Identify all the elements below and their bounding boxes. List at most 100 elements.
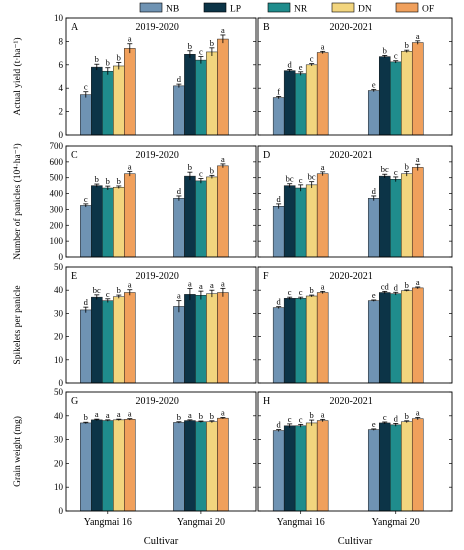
- y-axis-title-row-2: Number of panicles (10⁴·ha⁻¹): [12, 143, 23, 259]
- legend-swatch-lp: [203, 2, 227, 13]
- legend-label-nb: NB: [166, 5, 179, 15]
- legend-swatch-dn: [331, 2, 355, 13]
- bar-e-1-of: [124, 292, 136, 384]
- significance-letter: e: [372, 419, 376, 429]
- significance-letter: b: [117, 176, 121, 186]
- significance-letter: c: [199, 47, 203, 57]
- bar-h-1-nb: [272, 430, 285, 512]
- legend-label-nr: NR: [294, 5, 308, 15]
- bar-a-2-nr: [195, 59, 207, 136]
- bar-c-2-of: [217, 165, 229, 258]
- significance-letter: a: [221, 25, 225, 35]
- x-axis-title-2: Cultivar: [338, 536, 373, 547]
- significance-letter: b: [405, 40, 409, 50]
- panel-frame: [65, 266, 257, 384]
- bar-c-2-nb: [173, 198, 185, 258]
- significance-letter: e: [299, 62, 303, 72]
- bar-g-2-of: [217, 417, 229, 512]
- panel-frame: [257, 266, 453, 384]
- bar-h-2-nr: [389, 424, 402, 512]
- significance-letter: bc: [93, 285, 101, 295]
- significance-letter: b: [177, 412, 181, 422]
- y-axis-titles: Actual yield (t·ha⁻¹) Number of panicles …: [12, 37, 23, 486]
- significance-letter: c: [310, 54, 314, 64]
- bar-e-2-nb: [173, 306, 185, 384]
- bar-e-2-lp: [184, 294, 196, 384]
- bar-a-1-nr: [102, 70, 114, 136]
- significance-letter: c: [288, 287, 292, 297]
- significance-letter: a: [128, 161, 132, 171]
- y-tick-label: 10: [54, 13, 64, 23]
- significance-letter: b: [405, 280, 409, 290]
- bar-f-2-nb: [367, 300, 380, 384]
- significance-letter: b: [383, 45, 387, 55]
- bar-b-1-nr: [294, 73, 307, 136]
- x-tick-label: Yangmai 16: [84, 517, 132, 528]
- bar-f-2-of: [411, 287, 424, 384]
- significance-letter: b: [95, 54, 99, 64]
- bar-d-2-of: [411, 167, 424, 258]
- y-tick-label: 8: [59, 36, 64, 46]
- significance-letter: d: [177, 186, 182, 196]
- legend-swatch-nr: [267, 2, 291, 13]
- x-axis-titles: Cultivar Cultivar: [144, 536, 373, 547]
- bar-a-1-lp: [91, 66, 103, 136]
- y-tick-label: 500: [50, 173, 64, 183]
- y-tick-label: 600: [50, 157, 64, 167]
- bar-e-2-of: [217, 292, 229, 384]
- significance-letter: a: [221, 407, 225, 417]
- bar-b-1-of: [316, 52, 329, 136]
- x-tick-label: Yangmai 20: [372, 517, 420, 528]
- significance-letter: d: [277, 420, 282, 430]
- y-tick-label: 0: [59, 378, 64, 388]
- bar-e-1-dn: [113, 296, 125, 384]
- bar-f-2-lp: [378, 292, 391, 384]
- y-tick-label: 2: [59, 107, 64, 117]
- significance-letter: a: [128, 409, 132, 419]
- significance-letter: d: [372, 186, 377, 196]
- panel-title: 2020-2021: [329, 396, 372, 407]
- bar-f-2-nr: [389, 293, 402, 384]
- significance-letter: d: [84, 297, 89, 307]
- significance-letter: b: [117, 285, 121, 295]
- y-tick-label: 700: [50, 141, 64, 151]
- bar-c-2-dn: [206, 176, 218, 258]
- y-tick-label: 0: [59, 130, 64, 140]
- y-tick-label: 20: [54, 458, 64, 468]
- significance-letter: b: [95, 174, 99, 184]
- bar-f-1-nr: [294, 298, 307, 384]
- panel-frame: [65, 391, 257, 512]
- bar-b-1-nb: [272, 97, 285, 136]
- y-tick-label: 50: [54, 387, 64, 397]
- bar-d-2-lp: [378, 175, 391, 258]
- bar-g-1-lp: [91, 419, 103, 512]
- y-tick-label: 6: [59, 60, 64, 70]
- bar-h-1-dn: [305, 422, 318, 512]
- bar-g-1-nb: [80, 422, 92, 512]
- bar-d-1-lp: [283, 185, 296, 258]
- y-tick-label: 10: [54, 482, 64, 492]
- panel-letter: A: [71, 22, 79, 33]
- significance-letter: b: [188, 41, 192, 51]
- bar-h-1-nr: [294, 425, 307, 512]
- panel-frame: [65, 17, 257, 136]
- bar-d-1-nb: [272, 206, 285, 258]
- bar-c-1-dn: [113, 186, 125, 258]
- significance-letter: d: [277, 297, 282, 307]
- significance-letter: d: [394, 413, 399, 423]
- significance-letter: c: [199, 169, 203, 179]
- panel-title: 2019-2020: [136, 150, 179, 161]
- significance-letter: e: [372, 290, 376, 300]
- bar-b-2-nr: [389, 61, 402, 136]
- panel-frame: [65, 145, 257, 258]
- bar-a-1-of: [124, 48, 136, 136]
- bar-e-2-dn: [206, 293, 218, 384]
- bar-d-1-dn: [305, 184, 318, 258]
- x-tick-label: Yangmai 20: [177, 517, 225, 528]
- significance-letter: b: [106, 58, 110, 68]
